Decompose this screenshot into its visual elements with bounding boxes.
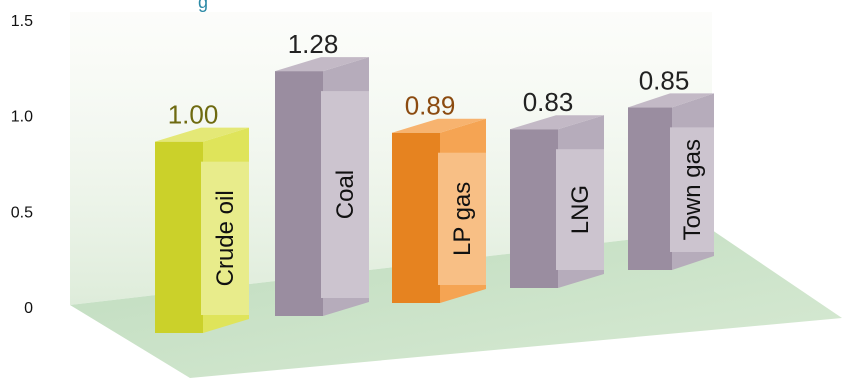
bar-lp-gas: LP gas 0.89	[392, 91, 486, 303]
bar-top	[155, 127, 249, 142]
y-tick-label: 1.5	[11, 13, 33, 30]
bar-top	[392, 118, 486, 133]
bar-label-panel	[438, 152, 486, 285]
bar-front	[392, 132, 440, 303]
title-fragment: g	[198, 0, 208, 12]
bar-front	[510, 129, 558, 288]
bar-coal: Coal 1.28	[275, 29, 369, 317]
value-label: 1.00	[168, 100, 219, 130]
bar-lng: LNG 0.83	[510, 87, 604, 289]
value-label: 0.85	[639, 65, 690, 95]
bar-town-gas: Town gas 0.85	[628, 65, 714, 270]
bar-label-panel	[321, 91, 369, 299]
y-tick-label: 0	[24, 300, 33, 317]
category-label: LP gas	[449, 182, 476, 256]
category-label: Town gas	[679, 139, 706, 240]
bar-top	[510, 115, 604, 130]
category-label: LNG	[567, 185, 594, 234]
value-label: 1.28	[288, 29, 339, 59]
bar-front	[155, 141, 203, 333]
y-axis: 0 0.5 1.0 1.5	[11, 13, 33, 317]
value-label: 0.83	[523, 87, 574, 117]
bar-label-panel	[201, 161, 249, 315]
y-tick-label: 0.5	[11, 204, 33, 221]
bar-front	[628, 107, 672, 270]
category-label: Crude oil	[212, 190, 239, 286]
bars: Crude oil 1.00 Coal 1.28 LP gas 0.89 LNG 0.83 To…	[155, 29, 714, 334]
bar-label-panel	[670, 127, 714, 252]
bar-top	[628, 93, 714, 108]
bar-front	[275, 71, 323, 317]
bar-crude-oil: Crude oil 1.00	[155, 100, 249, 334]
bar-top	[275, 57, 369, 72]
y-tick-label: 1.0	[11, 109, 33, 126]
category-label: Coal	[332, 170, 359, 219]
bar-label-panel	[556, 149, 604, 270]
value-label: 0.89	[405, 91, 456, 121]
